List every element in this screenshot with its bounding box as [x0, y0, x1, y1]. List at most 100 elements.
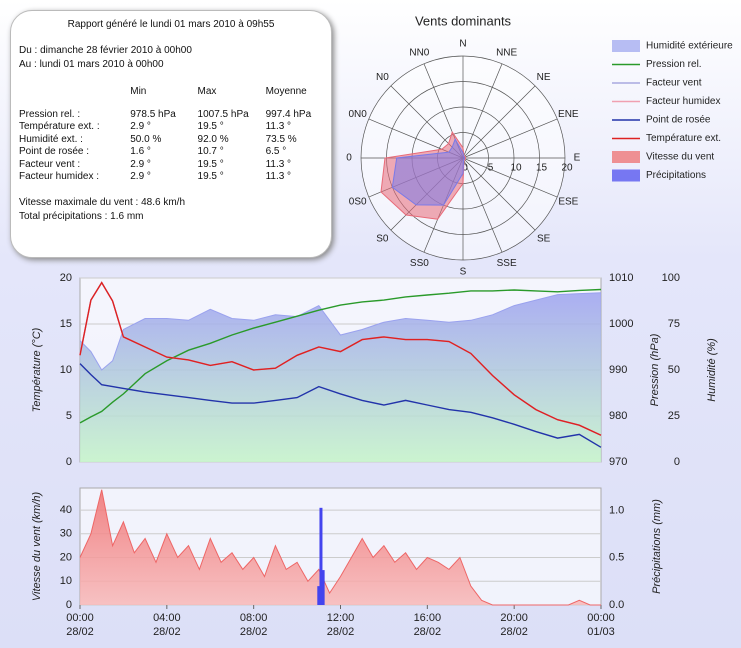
direction-label: S0 — [376, 233, 389, 244]
spoke — [462, 157, 558, 198]
cell: 50.0 % — [130, 133, 162, 145]
spoke — [462, 157, 503, 253]
cell: 11.3 ° — [265, 171, 292, 182]
cell: Point de rosée : — [19, 146, 90, 157]
y-tick-label: 10 — [60, 575, 72, 587]
y2-tick-label: 1000 — [609, 318, 633, 330]
x-tick-label: 00:00 — [66, 612, 94, 624]
radial-tick-label: 10 — [510, 163, 522, 174]
cell: Facteur humidex : — [19, 171, 100, 182]
direction-label: ESE — [558, 196, 578, 207]
legend-swatch — [612, 169, 640, 182]
cell: 978.5 hPa — [130, 108, 176, 120]
cell: 997.4 hPa — [265, 108, 312, 120]
direction-label: 0 — [346, 153, 352, 164]
cell: Pression rel. : — [19, 108, 81, 120]
direction-label: E — [574, 153, 581, 164]
cell: 73.5 % — [265, 133, 297, 145]
cell: 19.5 ° — [197, 171, 224, 182]
direction-label: N — [459, 39, 466, 50]
direction-label: 0S0 — [349, 196, 367, 207]
report-from: Du : dimanche 28 février 2010 à 00h00 — [19, 45, 192, 56]
cell: 11.3 ° — [265, 121, 292, 132]
direction-label: SSE — [497, 258, 517, 269]
radial-tick-label: 0 — [462, 163, 468, 174]
series-line — [79, 292, 602, 371]
table-row: Humidité ext. : 50.0 % 92.0 % 73.5 % — [19, 134, 323, 147]
bar — [321, 570, 325, 605]
y-tick-label: 20 — [60, 551, 72, 563]
cell — [19, 86, 130, 109]
bar — [319, 507, 323, 605]
legend-label: Vitesse du vent — [646, 152, 714, 163]
x-tick-date: 28/02 — [240, 626, 268, 638]
spoke — [462, 63, 503, 159]
area-fill — [80, 292, 601, 462]
table-row: Facteur humidex : 2.9 ° 19.5 ° 11.3 ° — [19, 171, 323, 184]
y-tick-label: 15 — [60, 318, 72, 330]
y2-tick-label: 1.0 — [609, 505, 624, 517]
legend-label: Pression rel. — [646, 59, 702, 70]
radial-tick-label: 20 — [561, 163, 573, 174]
cell: 10.7 ° — [197, 146, 224, 157]
series-line — [79, 288, 602, 424]
spoke — [462, 157, 536, 231]
direction-label: 0N0 — [348, 109, 367, 120]
bar — [317, 586, 321, 605]
cell: 11.3 ° — [265, 158, 292, 170]
header-cell: Moyenne — [265, 86, 307, 97]
direction-label: SE — [537, 233, 551, 244]
cell: Humidité ext. : — [19, 133, 83, 145]
cell: 2.9 ° — [130, 121, 151, 132]
report-title: Rapport généré le lundi 01 mars 2010 à 0… — [67, 19, 275, 30]
legend-label: Facteur humidex — [646, 96, 720, 107]
x-tick-date: 01/03 — [587, 626, 615, 638]
y-tick-label: 0 — [66, 456, 72, 468]
y-tick-label: 20 — [60, 272, 72, 284]
legend-label: Température ext. — [646, 133, 721, 144]
table-row: Pression rel. : 978.5 hPa 1007.5 hPa 997.4 … — [19, 109, 323, 122]
legend-label: Humidité extérieure — [646, 41, 733, 52]
x-tick-label: 08:00 — [240, 612, 268, 624]
rose-area — [391, 137, 466, 206]
y3-tick-label: 0 — [674, 456, 680, 468]
direction-label: SS0 — [410, 258, 429, 269]
table-row: Température ext. : 2.9 ° 19.5 ° 11.3 ° — [19, 121, 323, 134]
axis-label: Vitesse du vent (km/h) — [31, 492, 43, 602]
y2-tick-label: 0.5 — [609, 552, 624, 564]
cell: 2.9 ° — [130, 158, 151, 170]
x-tick-date: 28/02 — [327, 626, 355, 638]
direction-label: ENE — [558, 109, 579, 120]
x-tick-date: 28/02 — [414, 626, 442, 638]
cell: 6.5 ° — [265, 146, 287, 157]
cell: 2.9 ° — [130, 171, 151, 182]
y-tick-label: 0 — [66, 599, 72, 611]
spoke — [462, 118, 558, 159]
x-tick-label: 00:00 — [587, 612, 615, 624]
cell: 1.6 ° — [130, 146, 151, 157]
table-header: Min Max Moyenne — [19, 86, 323, 109]
y3-tick-label: 75 — [668, 318, 680, 330]
x-tick-date: 28/02 — [153, 626, 181, 638]
y2-tick-label: 0.0 — [609, 599, 624, 611]
y3-tick-label: 100 — [662, 272, 680, 284]
spoke — [462, 85, 536, 159]
report-to: Au : lundi 01 mars 2010 à 00h00 — [19, 59, 164, 70]
report: Rapport généré le lundi 01 mars 2010 à 0… — [10, 10, 332, 258]
area-fill — [80, 489, 601, 605]
report-table: Min Max Moyenne Pression rel. : 978.5 hPa 100… — [19, 86, 323, 184]
footer-line: Vitesse maximale du vent : 48.6 km/h — [19, 196, 186, 208]
y2-tick-label: 1010 — [609, 272, 633, 284]
legend-label: Précipitations — [646, 170, 706, 181]
legend-label: Point de rosée — [646, 115, 711, 126]
cell: Facteur vent : — [19, 158, 81, 170]
y3-tick-label: 50 — [668, 364, 680, 376]
header-cell: Max — [197, 86, 217, 97]
y-tick-label: 40 — [60, 504, 72, 516]
header-cell: Min — [130, 86, 147, 97]
y-tick-label: 30 — [60, 528, 72, 540]
direction-label: NE — [537, 72, 551, 83]
axis-label: Humidité (%) — [706, 338, 718, 402]
